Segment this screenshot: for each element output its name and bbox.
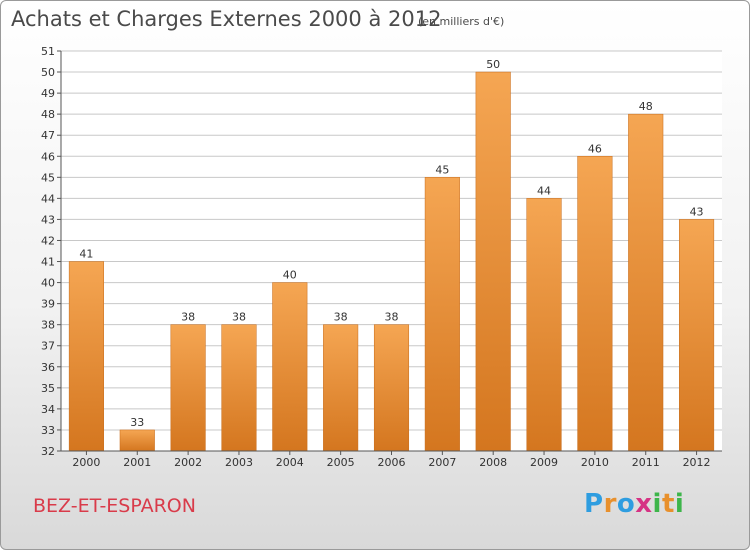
y-tick-label: 44 [41, 192, 55, 205]
bar [577, 156, 613, 452]
y-tick-label: 38 [41, 319, 55, 332]
x-tick-label: 2003 [225, 456, 253, 469]
bar [373, 324, 410, 452]
data-label: 45 [435, 163, 449, 176]
bar [475, 71, 511, 452]
y-tick-label: 49 [41, 87, 55, 100]
x-tick-label: 2005 [327, 456, 355, 469]
y-tick-label: 43 [41, 213, 55, 226]
bar [323, 324, 359, 452]
x-tick-label: 2009 [530, 456, 558, 469]
data-label: 38 [385, 311, 399, 324]
y-tick-label: 37 [41, 340, 55, 353]
data-label: 38 [334, 311, 348, 324]
bar [170, 324, 206, 452]
bar [68, 261, 104, 452]
logo-letter: i [674, 489, 685, 519]
logo-letter: t [661, 489, 675, 519]
x-tick-label: 2012 [683, 456, 711, 469]
y-tick-label: 45 [41, 171, 55, 184]
bar [526, 198, 562, 452]
bar [272, 282, 308, 452]
x-tick-label: 2001 [123, 456, 151, 469]
bar [424, 177, 460, 452]
x-tick-label: 2002 [174, 456, 202, 469]
data-label: 38 [181, 311, 195, 324]
data-label: 48 [639, 100, 653, 113]
data-label: 40 [283, 269, 297, 282]
y-tick-label: 33 [41, 424, 55, 437]
y-tick-label: 40 [41, 277, 55, 290]
data-label: 46 [588, 142, 602, 155]
y-tick-label: 32 [41, 445, 55, 458]
y-tick-label: 42 [41, 234, 55, 247]
logo-letter: P [584, 489, 604, 519]
y-tick-label: 48 [41, 108, 55, 121]
x-tick-label: 2007 [428, 456, 456, 469]
logo-letter: x [635, 489, 653, 519]
y-tick-label: 41 [41, 256, 55, 269]
commune-name: BEZ-ET-ESPARON [33, 495, 196, 517]
data-label: 50 [486, 58, 500, 71]
y-tick-label: 36 [41, 361, 55, 374]
y-tick-label: 47 [41, 129, 55, 142]
bar [221, 324, 257, 452]
bar [119, 429, 155, 452]
y-tick-label: 50 [41, 66, 55, 79]
data-label: 41 [79, 248, 93, 261]
logo-letter: o [616, 489, 636, 519]
y-tick-label: 39 [41, 298, 55, 311]
y-tick-label: 46 [41, 150, 55, 163]
proxiti-logo[interactable]: Proxiti [584, 489, 684, 519]
y-tick-label: 34 [41, 403, 55, 416]
x-tick-label: 2010 [581, 456, 609, 469]
data-label: 38 [232, 311, 246, 324]
x-tick-label: 2011 [632, 456, 660, 469]
x-tick-label: 2000 [72, 456, 100, 469]
chart-title: Achats et Charges Externes 2000 à 2012 [11, 7, 442, 31]
x-tick-label: 2004 [276, 456, 304, 469]
x-tick-label: 2006 [378, 456, 406, 469]
bar [679, 219, 715, 452]
data-label: 43 [690, 205, 704, 218]
chart-subtitle: (en milliers d'€) [418, 15, 505, 28]
x-tick-label: 2008 [479, 456, 507, 469]
y-tick-label: 51 [41, 45, 55, 58]
bar [628, 113, 664, 452]
data-label: 44 [537, 184, 551, 197]
logo-letter: r [603, 489, 617, 519]
data-label: 33 [130, 416, 144, 429]
logo-letter: i [652, 489, 662, 519]
y-tick-label: 35 [41, 382, 55, 395]
